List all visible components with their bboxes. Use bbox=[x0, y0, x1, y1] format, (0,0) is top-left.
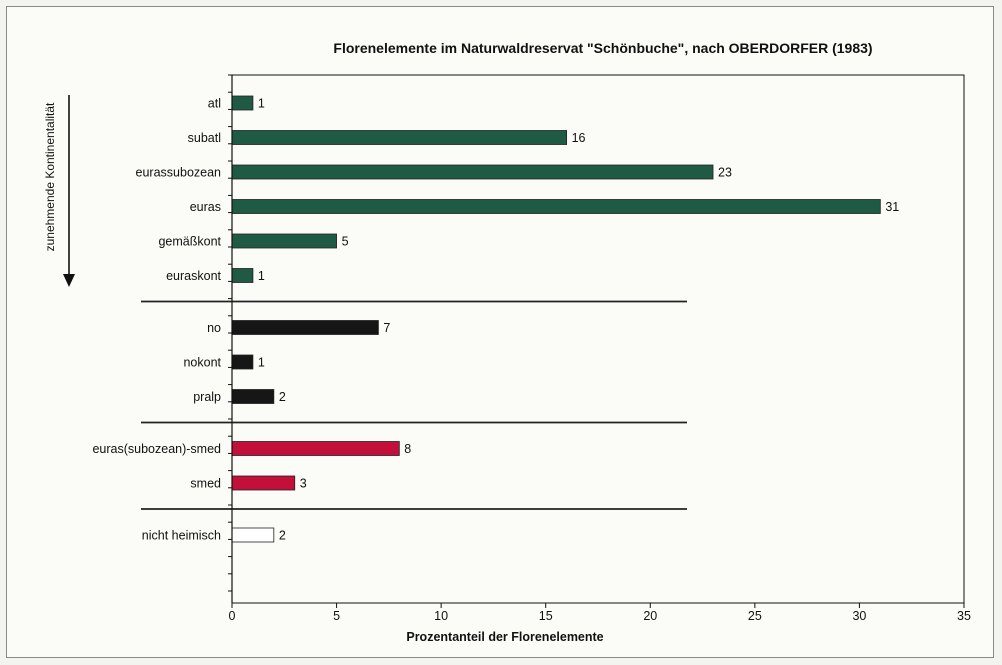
value-label-6: 7 bbox=[383, 321, 390, 335]
category-label-10: smed bbox=[190, 477, 221, 491]
category-label-6: no bbox=[207, 321, 221, 335]
bar-3 bbox=[231, 199, 881, 214]
bar-9 bbox=[231, 441, 400, 456]
category-label-0: atl bbox=[208, 97, 221, 111]
bar-5 bbox=[231, 268, 254, 283]
category-labels: atl subatl eurassubozean euras gemäßkont eura… bbox=[92, 97, 221, 543]
value-label-3: 31 bbox=[885, 200, 899, 214]
category-label-5: euraskont bbox=[166, 269, 221, 283]
group-separators bbox=[141, 300, 687, 510]
x-tick-label-6: 30 bbox=[852, 609, 866, 623]
axes-layer: 0 5 10 15 20 25 30 35 bbox=[228, 74, 971, 623]
category-label-2: eurassubozean bbox=[136, 166, 222, 180]
value-labels: 1 16 23 31 5 1 7 1 2 8 3 2 bbox=[258, 97, 899, 543]
value-label-5: 1 bbox=[258, 269, 265, 283]
value-label-1: 16 bbox=[572, 131, 586, 145]
x-tick-label-2: 10 bbox=[434, 609, 448, 623]
bar-7 bbox=[231, 354, 254, 370]
bar-6 bbox=[231, 320, 379, 335]
x-axis-label: Prozentanteil der Florenelemente bbox=[406, 630, 603, 644]
category-label-3: euras bbox=[190, 200, 221, 214]
x-tick-label-4: 20 bbox=[643, 609, 657, 623]
category-label-1: subatl bbox=[188, 131, 221, 145]
bar-0 bbox=[231, 95, 254, 111]
category-label-11: nicht heimisch bbox=[142, 529, 221, 543]
category-label-7: nokont bbox=[183, 356, 221, 370]
category-label-8: pralp bbox=[193, 390, 221, 404]
value-label-9: 8 bbox=[404, 442, 411, 456]
chart-title: Florenelemente im Naturwaldreservat "Sch… bbox=[333, 40, 872, 56]
bar-11 bbox=[231, 527, 275, 543]
x-tick-label-3: 15 bbox=[539, 609, 553, 623]
value-label-4: 5 bbox=[342, 235, 349, 249]
value-label-2: 23 bbox=[718, 166, 732, 180]
x-tick-label-0: 0 bbox=[229, 609, 236, 623]
chart-frame: Florenelemente im Naturwaldreservat "Sch… bbox=[6, 6, 994, 658]
x-tick-label-5: 25 bbox=[748, 609, 762, 623]
bar-chart: Florenelemente im Naturwaldreservat "Sch… bbox=[43, 40, 971, 644]
x-tick-label-1: 5 bbox=[333, 609, 340, 623]
continentality-arrow bbox=[63, 95, 75, 287]
category-label-9: euras(subozean)-smed bbox=[92, 442, 221, 456]
bar-8 bbox=[231, 389, 275, 404]
y-axis-label: zunehmende Kontinentalität bbox=[43, 102, 57, 251]
bar-2 bbox=[231, 164, 714, 180]
value-label-7: 1 bbox=[258, 356, 265, 370]
value-label-11: 2 bbox=[279, 529, 286, 543]
bar-4 bbox=[231, 233, 337, 249]
value-label-0: 1 bbox=[258, 97, 265, 111]
plot-area bbox=[231, 74, 965, 604]
value-label-8: 2 bbox=[279, 390, 286, 404]
category-label-4: gemäßkont bbox=[158, 235, 221, 249]
bar-10 bbox=[231, 475, 296, 491]
x-tick-label-7: 35 bbox=[957, 609, 971, 623]
value-label-10: 3 bbox=[300, 477, 307, 491]
bars-layer bbox=[231, 95, 881, 543]
bar-1 bbox=[231, 130, 568, 145]
